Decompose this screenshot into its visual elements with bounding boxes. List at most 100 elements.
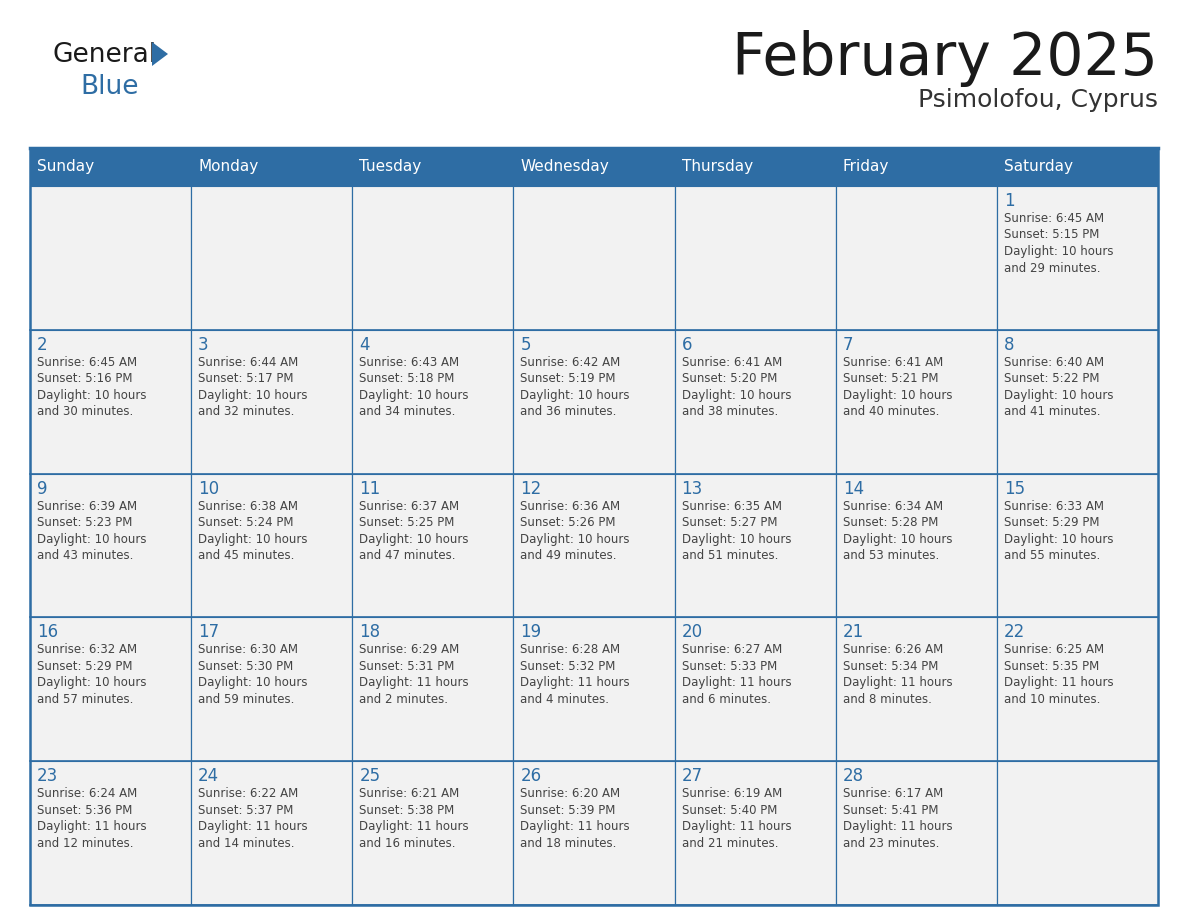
Text: Daylight: 10 hours: Daylight: 10 hours <box>520 389 630 402</box>
Bar <box>997 618 1158 761</box>
Text: General: General <box>52 42 156 68</box>
Text: Daylight: 11 hours: Daylight: 11 hours <box>198 820 308 834</box>
Text: Sunrise: 6:44 AM: Sunrise: 6:44 AM <box>198 356 298 369</box>
Bar <box>675 186 835 330</box>
Text: and 18 minutes.: and 18 minutes. <box>520 836 617 850</box>
Text: Sunset: 5:32 PM: Sunset: 5:32 PM <box>520 660 615 673</box>
Text: 11: 11 <box>359 479 380 498</box>
Text: Sunrise: 6:30 AM: Sunrise: 6:30 AM <box>198 644 298 656</box>
Text: Wednesday: Wednesday <box>520 160 609 174</box>
Text: Sunset: 5:16 PM: Sunset: 5:16 PM <box>37 373 133 386</box>
Text: Sunrise: 6:17 AM: Sunrise: 6:17 AM <box>842 788 943 800</box>
Text: Saturday: Saturday <box>1004 160 1073 174</box>
Text: Sunset: 5:28 PM: Sunset: 5:28 PM <box>842 516 939 529</box>
Bar <box>513 474 675 618</box>
Text: Sunset: 5:17 PM: Sunset: 5:17 PM <box>198 373 293 386</box>
Text: Sunset: 5:37 PM: Sunset: 5:37 PM <box>198 803 293 817</box>
Text: Sunset: 5:35 PM: Sunset: 5:35 PM <box>1004 660 1099 673</box>
Bar <box>835 186 997 330</box>
Bar <box>997 474 1158 618</box>
Text: Psimolofou, Cyprus: Psimolofou, Cyprus <box>918 88 1158 112</box>
Text: Daylight: 10 hours: Daylight: 10 hours <box>1004 532 1113 545</box>
Text: and 2 minutes.: and 2 minutes. <box>359 693 448 706</box>
Bar <box>353 330 513 474</box>
Bar <box>191 186 353 330</box>
Text: and 38 minutes.: and 38 minutes. <box>682 406 778 419</box>
Text: Sunrise: 6:38 AM: Sunrise: 6:38 AM <box>198 499 298 512</box>
Text: 18: 18 <box>359 623 380 642</box>
Text: 9: 9 <box>37 479 48 498</box>
Text: Sunrise: 6:28 AM: Sunrise: 6:28 AM <box>520 644 620 656</box>
Text: Daylight: 10 hours: Daylight: 10 hours <box>198 389 308 402</box>
Text: Sunset: 5:24 PM: Sunset: 5:24 PM <box>198 516 293 529</box>
Text: 1: 1 <box>1004 192 1015 210</box>
Text: Sunset: 5:19 PM: Sunset: 5:19 PM <box>520 373 615 386</box>
Text: Sunrise: 6:21 AM: Sunrise: 6:21 AM <box>359 788 460 800</box>
Bar <box>835 148 997 186</box>
Text: Sunrise: 6:37 AM: Sunrise: 6:37 AM <box>359 499 460 512</box>
Text: Sunset: 5:23 PM: Sunset: 5:23 PM <box>37 516 132 529</box>
Text: Sunset: 5:30 PM: Sunset: 5:30 PM <box>198 660 293 673</box>
Text: Daylight: 11 hours: Daylight: 11 hours <box>359 820 469 834</box>
Text: Sunrise: 6:19 AM: Sunrise: 6:19 AM <box>682 788 782 800</box>
Text: and 40 minutes.: and 40 minutes. <box>842 406 939 419</box>
Text: 26: 26 <box>520 767 542 785</box>
Text: Sunrise: 6:32 AM: Sunrise: 6:32 AM <box>37 644 137 656</box>
Text: Sunset: 5:29 PM: Sunset: 5:29 PM <box>1004 516 1099 529</box>
Text: Sunset: 5:39 PM: Sunset: 5:39 PM <box>520 803 615 817</box>
Text: Sunrise: 6:42 AM: Sunrise: 6:42 AM <box>520 356 620 369</box>
Bar <box>835 761 997 905</box>
Text: and 53 minutes.: and 53 minutes. <box>842 549 939 562</box>
Text: Blue: Blue <box>80 74 139 100</box>
Bar <box>30 761 191 905</box>
Bar <box>191 330 353 474</box>
Text: Daylight: 10 hours: Daylight: 10 hours <box>198 677 308 689</box>
Text: Sunrise: 6:26 AM: Sunrise: 6:26 AM <box>842 644 943 656</box>
Text: 17: 17 <box>198 623 220 642</box>
Text: Daylight: 11 hours: Daylight: 11 hours <box>359 677 469 689</box>
Bar <box>835 618 997 761</box>
Text: and 57 minutes.: and 57 minutes. <box>37 693 133 706</box>
Text: 4: 4 <box>359 336 369 353</box>
Text: and 49 minutes.: and 49 minutes. <box>520 549 617 562</box>
Text: Daylight: 11 hours: Daylight: 11 hours <box>520 820 630 834</box>
Text: 19: 19 <box>520 623 542 642</box>
Text: Daylight: 10 hours: Daylight: 10 hours <box>37 677 146 689</box>
Text: Daylight: 11 hours: Daylight: 11 hours <box>682 677 791 689</box>
Text: Sunrise: 6:45 AM: Sunrise: 6:45 AM <box>37 356 137 369</box>
Text: Daylight: 10 hours: Daylight: 10 hours <box>198 532 308 545</box>
Text: and 8 minutes.: and 8 minutes. <box>842 693 931 706</box>
Bar <box>675 330 835 474</box>
Text: 5: 5 <box>520 336 531 353</box>
Text: Sunrise: 6:41 AM: Sunrise: 6:41 AM <box>682 356 782 369</box>
Text: and 29 minutes.: and 29 minutes. <box>1004 262 1100 274</box>
Text: Daylight: 10 hours: Daylight: 10 hours <box>37 532 146 545</box>
Text: Sunset: 5:26 PM: Sunset: 5:26 PM <box>520 516 615 529</box>
Text: and 59 minutes.: and 59 minutes. <box>198 693 295 706</box>
Text: Sunrise: 6:35 AM: Sunrise: 6:35 AM <box>682 499 782 512</box>
Text: Daylight: 10 hours: Daylight: 10 hours <box>520 532 630 545</box>
Text: Monday: Monday <box>198 160 259 174</box>
Text: Daylight: 10 hours: Daylight: 10 hours <box>359 532 469 545</box>
Bar <box>353 186 513 330</box>
Text: Sunset: 5:40 PM: Sunset: 5:40 PM <box>682 803 777 817</box>
Bar <box>30 618 191 761</box>
Polygon shape <box>152 42 168 66</box>
Bar <box>30 186 191 330</box>
Text: and 21 minutes.: and 21 minutes. <box>682 836 778 850</box>
Bar <box>191 474 353 618</box>
Text: Friday: Friday <box>842 160 889 174</box>
Text: Daylight: 11 hours: Daylight: 11 hours <box>682 820 791 834</box>
Text: Daylight: 11 hours: Daylight: 11 hours <box>1004 677 1113 689</box>
Text: Thursday: Thursday <box>682 160 753 174</box>
Bar <box>513 618 675 761</box>
Text: Sunrise: 6:24 AM: Sunrise: 6:24 AM <box>37 788 138 800</box>
Text: 14: 14 <box>842 479 864 498</box>
Text: 23: 23 <box>37 767 58 785</box>
Text: and 30 minutes.: and 30 minutes. <box>37 406 133 419</box>
Text: Sunset: 5:27 PM: Sunset: 5:27 PM <box>682 516 777 529</box>
Text: 21: 21 <box>842 623 864 642</box>
Text: and 12 minutes.: and 12 minutes. <box>37 836 133 850</box>
Text: Sunset: 5:18 PM: Sunset: 5:18 PM <box>359 373 455 386</box>
Bar <box>191 148 353 186</box>
